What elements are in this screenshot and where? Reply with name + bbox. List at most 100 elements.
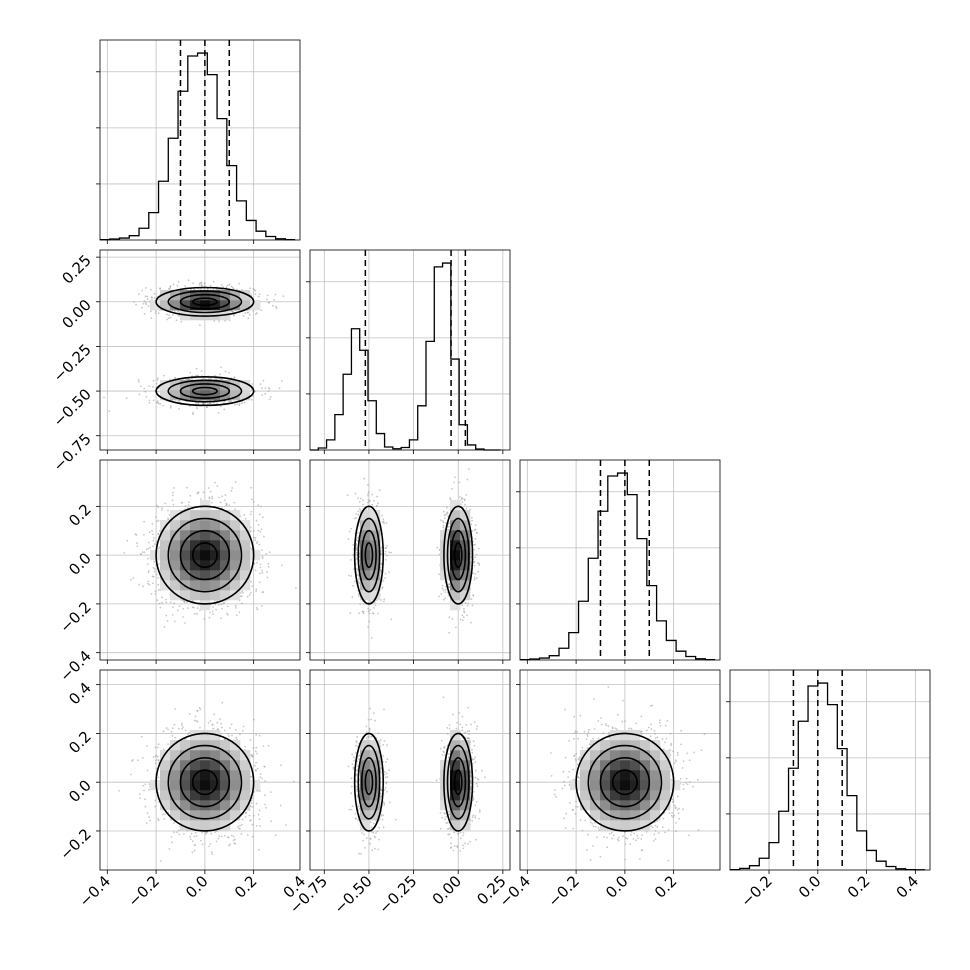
- scatter-point: [155, 382, 158, 385]
- scatter-point: [390, 551, 392, 554]
- scatter-point: [350, 527, 352, 530]
- scatter-point: [154, 570, 156, 573]
- scatter-point: [184, 378, 187, 381]
- scatter-point: [145, 396, 148, 398]
- scatter-point: [181, 502, 184, 504]
- scatter-point: [211, 497, 214, 500]
- scatter-point: [152, 379, 155, 382]
- scatter-point: [146, 295, 149, 298]
- scatter-point: [183, 600, 186, 603]
- scatter-point: [144, 390, 147, 393]
- contour-line: [155, 375, 255, 407]
- scatter-point: [159, 402, 162, 405]
- scatter-point: [157, 506, 160, 508]
- scatter-point: [249, 591, 252, 594]
- histogram-step: [730, 682, 926, 871]
- scatter-point: [225, 502, 228, 505]
- scatter-point: [143, 533, 145, 536]
- scatter-point: [195, 405, 198, 408]
- scatter-point: [147, 547, 150, 550]
- panel-content: [100, 250, 300, 450]
- scatter-point: [180, 320, 183, 323]
- scatter-point: [264, 392, 266, 395]
- scatter-point: [108, 410, 111, 412]
- scatter-point: [266, 294, 269, 297]
- scatter-point: [238, 282, 240, 285]
- scatter-point: [357, 497, 359, 500]
- scatter-point: [282, 295, 285, 298]
- scatter-point: [368, 612, 371, 615]
- scatter-point: [261, 387, 263, 389]
- scatter-point: [153, 568, 156, 570]
- scatter-point: [153, 297, 156, 299]
- scatter-point: [267, 390, 270, 393]
- scatter-point: [155, 573, 158, 576]
- scatter-point: [228, 504, 231, 506]
- scatter-point: [153, 560, 156, 563]
- scatter-point: [258, 543, 261, 546]
- scatter-point: [178, 408, 180, 410]
- scatter-point: [265, 553, 268, 555]
- scatter-point: [141, 289, 144, 292]
- scatter-point: [182, 616, 185, 618]
- scatter-point: [266, 571, 268, 573]
- scatter-point: [172, 283, 175, 286]
- scatter-point: [196, 407, 198, 410]
- scatter-point: [230, 285, 233, 288]
- scatter-point: [221, 495, 224, 498]
- scatter-point: [143, 313, 146, 315]
- scatter-point: [147, 305, 150, 307]
- scatter-point: [200, 288, 202, 290]
- scatter-point: [148, 531, 151, 534]
- density-cell: [180, 290, 191, 301]
- scatter-point: [197, 374, 200, 377]
- scatter-point: [254, 569, 257, 572]
- scatter-point: [352, 544, 355, 546]
- scatter-point: [168, 314, 171, 317]
- scatter-point: [262, 591, 265, 593]
- density-cell: [230, 390, 241, 401]
- scatter-point: [184, 505, 187, 507]
- scatter-point: [168, 317, 170, 319]
- scatter-point: [377, 502, 379, 505]
- scatter-point: [268, 551, 271, 554]
- histogram-step: [310, 262, 501, 451]
- scatter-point: [255, 312, 258, 314]
- scatter-panel-r2-c0: [99, 459, 301, 661]
- scatter-point: [372, 612, 375, 615]
- scatter-point: [346, 494, 349, 497]
- scatter-point: [227, 400, 230, 403]
- scatter-point: [367, 626, 370, 628]
- scatter-point: [155, 541, 158, 543]
- scatter-point: [257, 295, 260, 298]
- panel-content: [100, 460, 300, 660]
- scatter-point: [213, 320, 216, 322]
- scatter-point: [378, 489, 381, 492]
- scatter-point: [142, 302, 145, 305]
- scatter-point: [260, 528, 263, 531]
- axes-frame: [519, 459, 721, 661]
- scatter-point: [192, 413, 195, 416]
- scatter-point: [229, 400, 232, 403]
- scatter-point: [246, 595, 249, 598]
- density-cell: [160, 290, 171, 301]
- scatter-point: [140, 553, 142, 556]
- scatter-point: [155, 520, 158, 522]
- scatter-point: [158, 602, 161, 605]
- scatter-point: [295, 587, 297, 589]
- scatter-point: [148, 583, 151, 586]
- scatter-point: [171, 494, 174, 497]
- scatter-point: [173, 602, 176, 605]
- histogram-panel-4: [726, 669, 931, 871]
- scatter-point: [258, 513, 261, 516]
- scatter-point: [197, 403, 200, 405]
- scatter-point: [224, 494, 227, 496]
- scatter-point: [125, 397, 128, 400]
- scatter-point: [259, 530, 262, 533]
- scatter-point: [225, 504, 228, 507]
- density-cell: [180, 380, 191, 391]
- scatter-point: [146, 298, 149, 301]
- scatter-point: [248, 594, 251, 596]
- scatter-point: [219, 405, 222, 408]
- scatter-point: [153, 292, 156, 295]
